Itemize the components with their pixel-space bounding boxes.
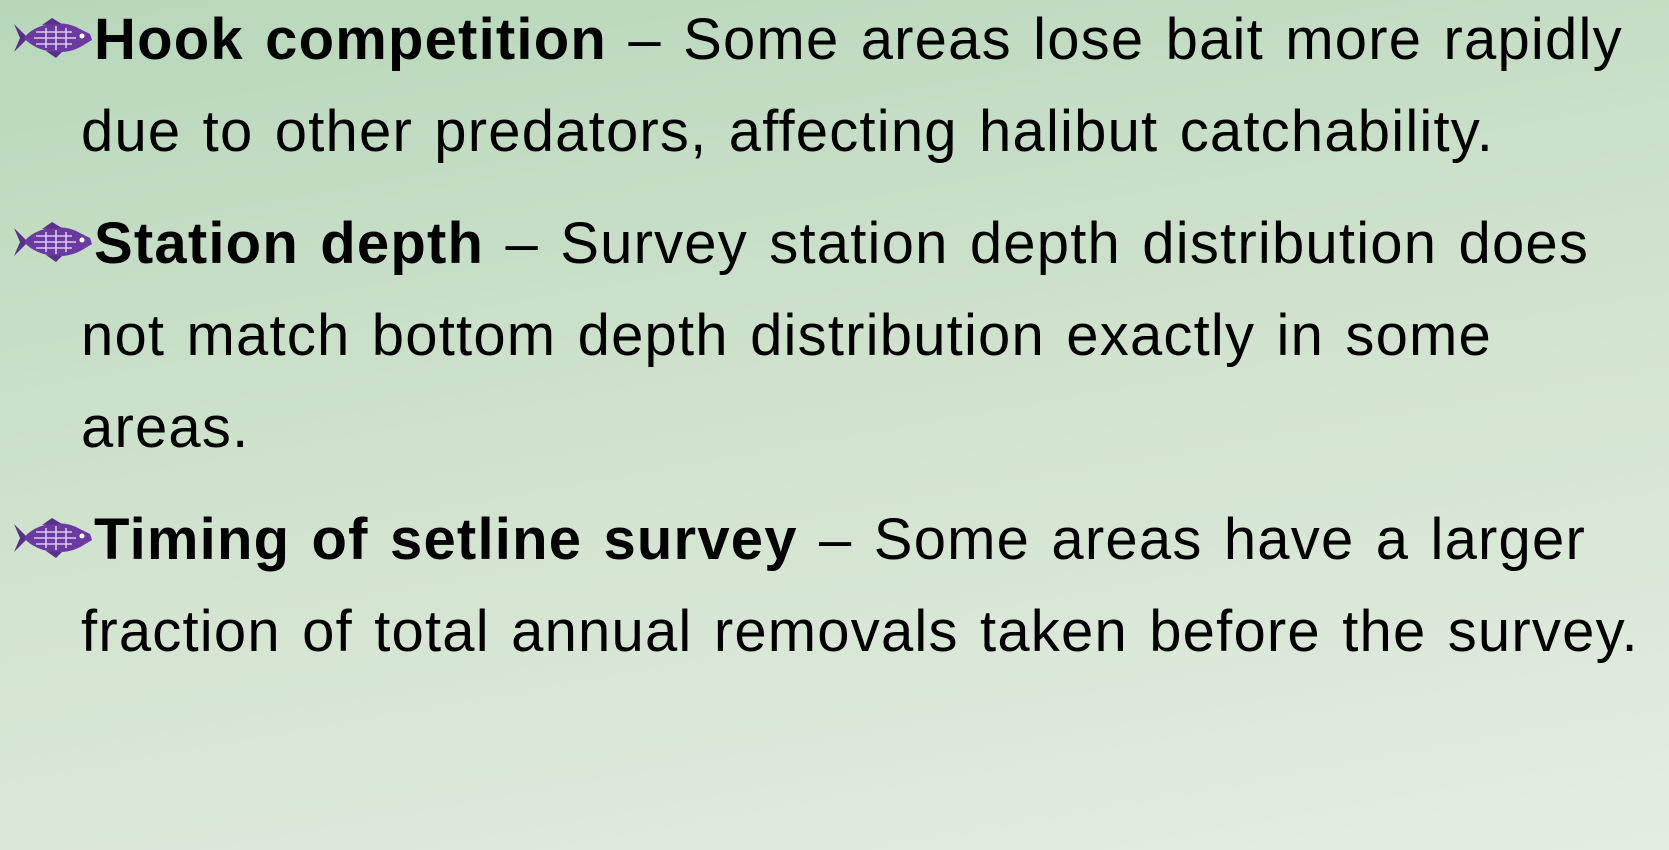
fish-bullet xyxy=(14,18,92,58)
term: Station depth xyxy=(94,211,485,276)
description: – Some areas lose bait more rapidly due … xyxy=(81,7,1623,164)
term: Hook competition xyxy=(94,7,607,72)
bullet-list: Hook competition – Some areas lose bait … xyxy=(0,0,1660,678)
description: – Some areas have a larger fraction of t… xyxy=(81,507,1639,664)
bullet-item: Station depth – Survey station depth dis… xyxy=(0,198,1660,474)
bullet-item: Timing of setline survey – Some areas ha… xyxy=(0,494,1660,678)
description: – Survey station depth distribution does… xyxy=(81,211,1590,460)
fish-bullet xyxy=(14,518,92,558)
bullet-item: Hook competition – Some areas lose bait … xyxy=(0,0,1660,178)
term: Timing of setline survey xyxy=(94,507,798,572)
fish-bullet xyxy=(14,222,92,262)
